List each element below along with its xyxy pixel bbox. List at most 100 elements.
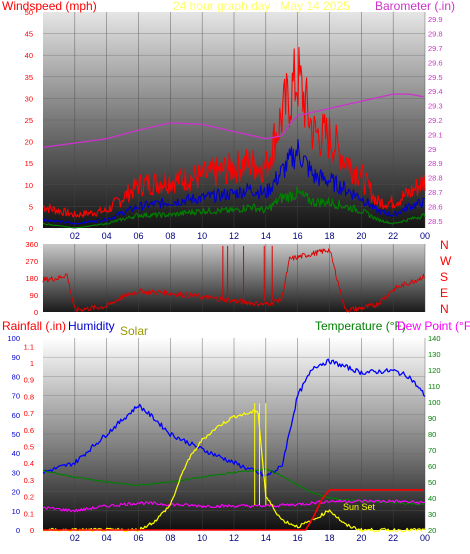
x-tick: 06 (133, 533, 143, 543)
baro-y-tick: 29.7 (428, 44, 443, 53)
hum-y-tick: 20 (12, 488, 20, 497)
baro-y-tick: 29.4 (428, 87, 443, 96)
barometer-label: Barometer (.in) (375, 0, 455, 13)
x-tick: 00 (420, 231, 430, 241)
wind-low-line (42, 186, 426, 229)
dir-y-tick: 0 (34, 308, 38, 317)
wind-y-tick: 10 (25, 181, 33, 190)
x-tick: 04 (102, 533, 112, 543)
compass-n: N (440, 302, 449, 316)
baro-y-tick: 29 (428, 145, 436, 154)
rain-y-tick: 0.3 (24, 476, 34, 485)
baro-y-tick: 29.6 (428, 58, 443, 67)
hum-y-tick: 80 (12, 372, 20, 381)
barometer-line (42, 93, 424, 149)
hum-y-tick: 100 (7, 334, 20, 343)
wind-y-tick: 5 (29, 202, 33, 211)
humidity-line (42, 358, 426, 477)
baro-y-tick: 28.8 (428, 174, 443, 183)
baro-y-tick: 29.1 (428, 130, 443, 139)
dew-point-line (42, 499, 426, 513)
x-tick: 06 (133, 231, 143, 241)
wind-average-line (42, 139, 426, 225)
dir-y-tick: 360 (25, 240, 38, 249)
temp-y-tick: 120 (428, 366, 441, 375)
temp-y-tick: 20 (428, 526, 436, 535)
temp-y-tick: 140 (428, 334, 441, 343)
rain-y-tick: 1 (30, 359, 34, 368)
rainfall-line (43, 489, 424, 531)
compass-w: W (440, 254, 452, 268)
baro-y-tick: 28.9 (428, 159, 443, 168)
temp-y-tick: 50 (428, 478, 436, 487)
hum-y-tick: 60 (12, 411, 20, 420)
x-tick: 00 (420, 533, 430, 543)
baro-y-tick: 29.5 (428, 73, 443, 82)
humidity-label: Humidity (68, 319, 115, 333)
temp-y-tick: 90 (428, 414, 436, 423)
baro-y-tick: 29.9 (428, 15, 443, 24)
dew-point-label: Dew Point (°F) (397, 319, 470, 333)
hum-y-tick: 30 (12, 468, 20, 477)
x-tick: 08 (165, 231, 175, 241)
baro-y-tick: 28.7 (428, 188, 443, 197)
rain-y-tick: 0.9 (24, 376, 34, 385)
hum-y-tick: 50 (12, 430, 20, 439)
x-tick: 12 (229, 231, 239, 241)
baro-y-tick: 28.6 (428, 202, 443, 211)
baro-y-tick: 29.8 (428, 30, 443, 39)
compass-s: S (440, 270, 448, 284)
rain-y-tick: 0.1 (24, 509, 34, 518)
temp-y-tick: 30 (428, 510, 436, 519)
temp-y-tick: 80 (428, 430, 436, 439)
hum-y-tick: 90 (12, 353, 20, 362)
dir-y-tick: 180 (25, 274, 38, 283)
x-tick: 22 (388, 231, 398, 241)
wind-y-tick: 50 (25, 8, 33, 17)
x-tick: 14 (261, 231, 271, 241)
compass-n: N (440, 238, 449, 252)
rain-y-tick: 1.1 (24, 342, 34, 351)
x-tick: 22 (388, 533, 398, 543)
x-tick: 18 (324, 533, 334, 543)
rain-y-tick: 0 (30, 526, 34, 535)
baro-y-tick: 29.2 (428, 116, 443, 125)
dir-y-tick: 90 (30, 291, 38, 300)
x-tick: 10 (197, 231, 207, 241)
x-tick: 16 (293, 231, 303, 241)
rain-y-tick: 0.7 (24, 409, 34, 418)
wind-y-tick: 15 (25, 159, 33, 168)
x-tick: 10 (197, 533, 207, 543)
x-tick: 20 (356, 533, 366, 543)
hum-y-tick: 10 (12, 507, 20, 516)
temp-y-tick: 110 (428, 382, 440, 391)
baro-y-tick: 28.5 (428, 217, 443, 226)
rainfall-label: Rainfall (.in) (2, 319, 66, 333)
wind-y-tick: 45 (25, 30, 33, 39)
rain-y-tick: 0.4 (24, 459, 34, 468)
x-tick: 02 (70, 231, 80, 241)
windspeed-label: Windspeed (mph) (2, 0, 97, 13)
wind-y-tick: 30 (25, 94, 33, 103)
rain-y-tick: 0.6 (24, 426, 34, 435)
hum-y-tick: 70 (12, 392, 20, 401)
hum-y-tick: 0 (16, 526, 20, 535)
wind-y-tick: 40 (25, 51, 33, 60)
temp-y-tick: 60 (428, 462, 436, 471)
x-tick: 12 (229, 533, 239, 543)
wind-y-tick: 35 (25, 73, 33, 82)
x-tick: 16 (293, 533, 303, 543)
solar-label: Solar (120, 324, 148, 338)
x-tick: 14 (261, 533, 271, 543)
rain-y-tick: 0.2 (24, 493, 34, 502)
x-tick: 02 (70, 533, 80, 543)
baro-y-tick: 29.3 (428, 102, 443, 111)
temperature-label: Temperature (°F) (315, 319, 406, 333)
rain-y-tick: 0.8 (24, 392, 34, 401)
rain-y-tick: 0.5 (24, 443, 34, 452)
temp-y-tick: 100 (428, 398, 441, 407)
x-tick: 20 (356, 231, 366, 241)
temp-y-tick: 130 (428, 350, 441, 359)
